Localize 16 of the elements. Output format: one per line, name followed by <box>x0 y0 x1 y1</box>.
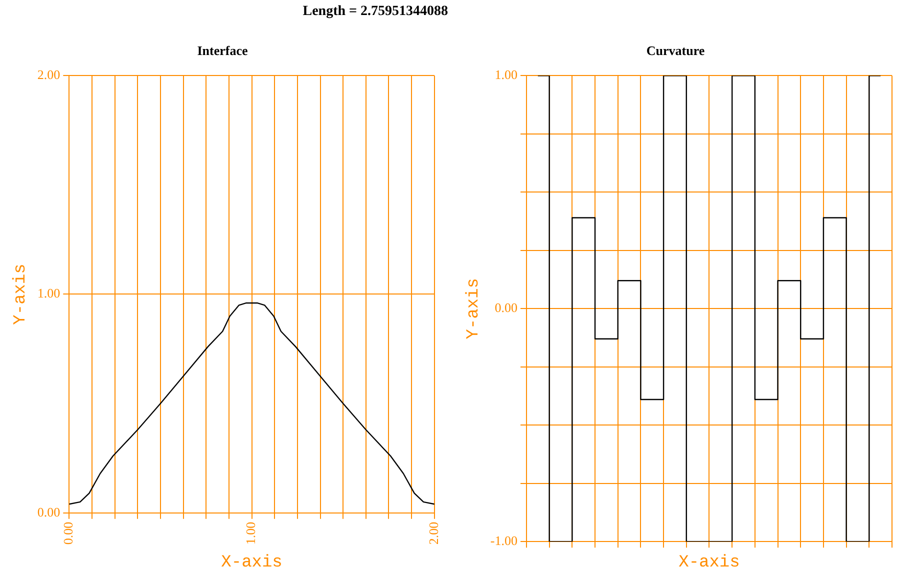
y-tick-label: -1.00 <box>490 533 518 548</box>
x-tick-label: 0.00 <box>60 522 76 545</box>
text: Length = 2.75951344088 <box>302 4 448 20</box>
chart-title: Curvature <box>646 43 705 58</box>
x-tick-label: 1.00 <box>243 522 258 545</box>
x-axis-title: X-axis <box>678 553 740 572</box>
chart-title: Interface <box>197 43 248 58</box>
y-axis-title: Y-axis <box>464 278 484 340</box>
x-tick-label: 2.00 <box>426 522 441 545</box>
y-tick-label: 1.00 <box>494 67 518 82</box>
y-tick-label: 2.00 <box>37 67 60 82</box>
y-axis-title: Y-axis <box>12 264 31 325</box>
y-tick-label: 0.00 <box>37 504 60 520</box>
y-tick-label: 1.00 <box>37 286 60 301</box>
x-axis-title: X-axis <box>221 553 282 572</box>
y-tick-label: 0.00 <box>494 300 518 316</box>
